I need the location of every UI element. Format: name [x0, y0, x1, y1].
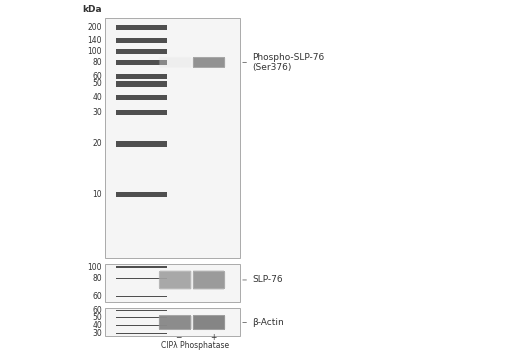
- Bar: [158, 272, 192, 288]
- Text: β-Actin: β-Actin: [243, 318, 284, 327]
- Bar: [194, 58, 224, 67]
- Bar: [192, 316, 226, 329]
- Bar: [159, 315, 191, 330]
- Bar: [116, 141, 167, 147]
- Bar: [192, 316, 226, 329]
- Text: kDa: kDa: [82, 5, 102, 14]
- Bar: [192, 316, 225, 329]
- Text: 60: 60: [92, 292, 102, 301]
- Bar: [116, 25, 167, 30]
- Bar: [159, 316, 192, 329]
- Text: +: +: [210, 334, 216, 343]
- Bar: [160, 56, 190, 68]
- Bar: [194, 270, 224, 290]
- Bar: [116, 325, 167, 326]
- Bar: [116, 266, 167, 268]
- Bar: [192, 272, 226, 288]
- Bar: [160, 315, 191, 330]
- Text: 80: 80: [93, 58, 102, 67]
- Bar: [160, 315, 190, 330]
- Bar: [194, 57, 224, 68]
- Bar: [159, 271, 192, 289]
- Text: −: −: [175, 334, 181, 343]
- Bar: [159, 271, 191, 289]
- Bar: [192, 57, 225, 67]
- Text: 50: 50: [92, 313, 102, 322]
- Bar: [160, 315, 191, 330]
- Bar: [160, 316, 190, 329]
- Bar: [160, 57, 191, 68]
- Bar: [194, 272, 224, 288]
- Bar: [160, 271, 191, 289]
- Text: 100: 100: [87, 47, 102, 56]
- Bar: [116, 332, 167, 334]
- Bar: [194, 315, 224, 330]
- Bar: [158, 58, 192, 67]
- Bar: [159, 58, 192, 67]
- Bar: [194, 56, 224, 68]
- Bar: [159, 57, 191, 68]
- Bar: [116, 81, 167, 87]
- Bar: [193, 271, 225, 289]
- Bar: [160, 58, 190, 67]
- Bar: [116, 94, 167, 100]
- Text: 10: 10: [93, 190, 102, 199]
- Bar: [193, 315, 225, 330]
- Bar: [116, 38, 167, 43]
- Bar: [116, 49, 167, 54]
- Bar: [159, 316, 192, 329]
- Bar: [193, 315, 225, 330]
- Bar: [193, 57, 225, 68]
- Text: 20: 20: [93, 140, 102, 148]
- Text: 30: 30: [92, 108, 102, 117]
- Text: 30: 30: [92, 329, 102, 338]
- Bar: [116, 74, 167, 79]
- Bar: [116, 278, 167, 279]
- Bar: [194, 314, 224, 331]
- Bar: [116, 296, 167, 297]
- Bar: [116, 192, 167, 197]
- Bar: [160, 270, 191, 290]
- Text: 50: 50: [92, 79, 102, 89]
- Bar: [160, 270, 190, 290]
- Bar: [192, 58, 226, 67]
- Bar: [160, 57, 191, 68]
- Bar: [116, 317, 167, 318]
- Bar: [160, 314, 190, 331]
- Text: Phospho-SLP-76
(Ser376): Phospho-SLP-76 (Ser376): [243, 53, 324, 72]
- Bar: [116, 310, 167, 312]
- Text: 140: 140: [87, 36, 102, 45]
- Bar: [192, 58, 226, 67]
- Bar: [193, 57, 225, 68]
- Bar: [193, 271, 225, 289]
- Text: 60: 60: [92, 306, 102, 315]
- Bar: [116, 60, 167, 65]
- Text: 60: 60: [92, 72, 102, 81]
- Text: 200: 200: [87, 23, 102, 32]
- Bar: [194, 316, 224, 329]
- Bar: [194, 270, 224, 290]
- Bar: [159, 57, 192, 67]
- Bar: [160, 270, 190, 290]
- Bar: [193, 57, 225, 68]
- Bar: [158, 316, 192, 329]
- Text: CIPλ Phosphatase: CIPλ Phosphatase: [161, 342, 229, 350]
- Bar: [192, 272, 226, 288]
- Text: 40: 40: [92, 321, 102, 330]
- Bar: [160, 57, 190, 68]
- Bar: [193, 315, 225, 330]
- Text: 80: 80: [93, 274, 102, 283]
- Bar: [192, 271, 225, 289]
- Text: 100: 100: [87, 262, 102, 272]
- Text: 40: 40: [92, 93, 102, 102]
- Bar: [193, 270, 225, 290]
- Bar: [159, 272, 192, 288]
- Text: SLP-76: SLP-76: [243, 275, 283, 285]
- Bar: [105, 264, 240, 302]
- Bar: [160, 272, 190, 288]
- Bar: [105, 308, 240, 336]
- Bar: [105, 18, 240, 258]
- Bar: [116, 110, 167, 116]
